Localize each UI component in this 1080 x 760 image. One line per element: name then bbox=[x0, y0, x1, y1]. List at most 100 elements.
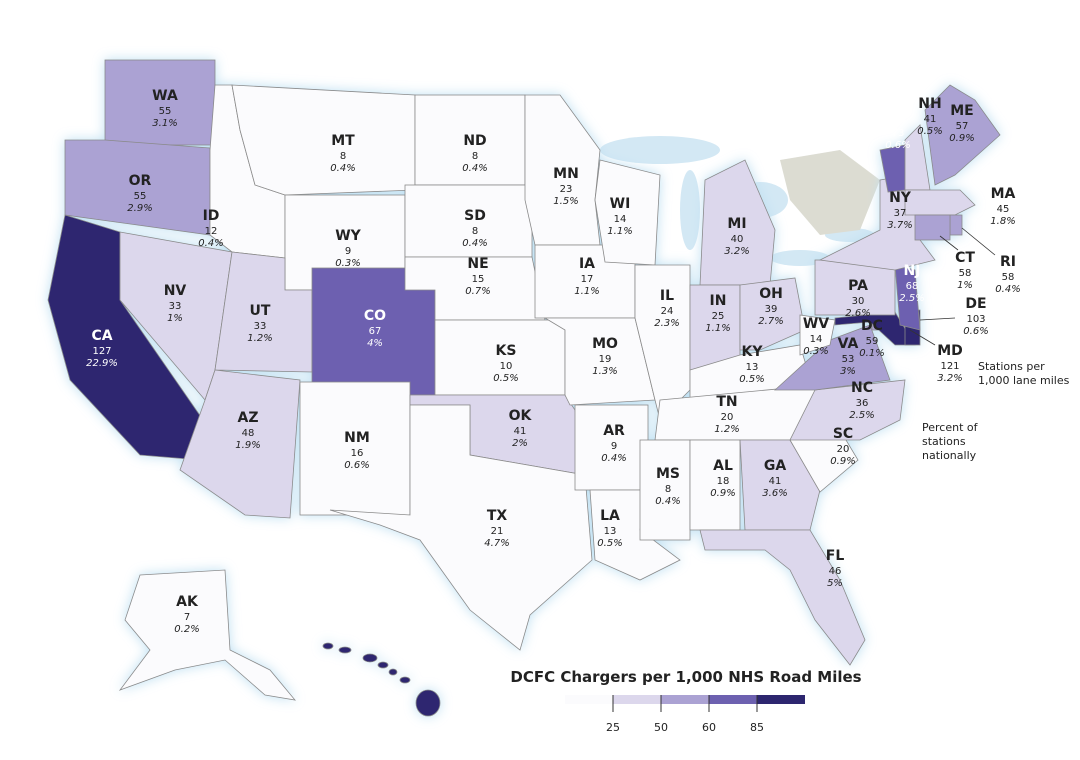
state-abbr: IA bbox=[579, 256, 595, 272]
leader-line bbox=[919, 317, 956, 321]
state-abbr: OK bbox=[509, 408, 533, 424]
state bbox=[231, 84, 416, 196]
state-abbr: VA bbox=[838, 336, 859, 352]
state-share: 1% bbox=[167, 313, 183, 324]
legend-tick-label: 85 bbox=[750, 721, 764, 734]
state bbox=[322, 642, 334, 650]
state-abbr: MS bbox=[656, 466, 680, 482]
state bbox=[699, 529, 866, 666]
state-abbr: RI bbox=[1000, 254, 1016, 270]
state-abbr: OH bbox=[759, 286, 783, 302]
state-share: 1.9% bbox=[235, 440, 260, 451]
state-value: 14 bbox=[810, 334, 823, 345]
state-share: 3.6% bbox=[762, 488, 787, 499]
state bbox=[904, 189, 976, 216]
state-value: 15 bbox=[472, 274, 485, 285]
state bbox=[914, 214, 951, 241]
state-value: 7 bbox=[184, 612, 190, 623]
state-abbr: PA bbox=[848, 278, 868, 294]
leader-line bbox=[909, 329, 936, 346]
state-value: 73 bbox=[892, 128, 905, 139]
state-value: 39 bbox=[765, 304, 778, 315]
state-value: 20 bbox=[721, 412, 734, 423]
state-value: 10 bbox=[500, 361, 513, 372]
state-value: 37 bbox=[894, 208, 907, 219]
state-share: 0.3% bbox=[803, 346, 828, 357]
state bbox=[949, 214, 963, 236]
state-value: 14 bbox=[614, 214, 627, 225]
state-share: 3.7% bbox=[887, 220, 912, 231]
state-share: 0.4% bbox=[601, 453, 626, 464]
state-share: 0.9% bbox=[830, 456, 855, 467]
state-share: 1.1% bbox=[607, 226, 632, 237]
state-value: 33 bbox=[254, 321, 267, 332]
state-value: 20 bbox=[837, 444, 850, 455]
state-abbr: CA bbox=[91, 328, 112, 344]
state bbox=[639, 439, 691, 541]
state-value: 19 bbox=[599, 354, 612, 365]
state-share: 2.3% bbox=[654, 318, 679, 329]
state-share: 2% bbox=[512, 438, 528, 449]
state-abbr: WI bbox=[610, 196, 631, 212]
state-value: 58 bbox=[1002, 272, 1015, 283]
state-abbr: LA bbox=[600, 508, 620, 524]
state bbox=[329, 404, 593, 651]
state-value: 23 bbox=[560, 184, 573, 195]
state-abbr: NY bbox=[889, 190, 912, 206]
state-abbr: AZ bbox=[238, 410, 259, 426]
state-share: 1.8% bbox=[990, 216, 1015, 227]
state-abbr: TN bbox=[716, 394, 737, 410]
state-value: 33 bbox=[169, 301, 182, 312]
state-share: 0.6% bbox=[963, 326, 988, 337]
state-abbr: MT bbox=[331, 133, 355, 149]
state-share: 4% bbox=[367, 338, 383, 349]
leader-line bbox=[961, 227, 996, 256]
state bbox=[362, 653, 378, 663]
state-abbr: AK bbox=[176, 594, 199, 610]
state-share: 0.4% bbox=[330, 163, 355, 174]
leader-line bbox=[939, 235, 959, 251]
state-abbr: AR bbox=[603, 423, 625, 439]
state-abbr: FL bbox=[826, 548, 845, 564]
state-value: 30 bbox=[852, 296, 865, 307]
state-abbr: IN bbox=[710, 293, 727, 309]
state-share: 5% bbox=[827, 578, 843, 589]
state-share: 0.5% bbox=[597, 538, 622, 549]
state-value: 45 bbox=[997, 204, 1010, 215]
state-abbr: OR bbox=[129, 173, 152, 189]
legend-swatch bbox=[709, 695, 757, 704]
legend-swatch bbox=[661, 695, 709, 704]
legend-swatch bbox=[757, 695, 805, 704]
state bbox=[594, 159, 661, 266]
state-share: 1.1% bbox=[574, 286, 599, 297]
state-share: 2.7% bbox=[758, 316, 783, 327]
state-abbr: KY bbox=[742, 344, 764, 360]
state-abbr: ND bbox=[463, 133, 486, 149]
state-share: 22.9% bbox=[86, 358, 118, 369]
state bbox=[574, 404, 649, 491]
state-value: 57 bbox=[956, 121, 969, 132]
state bbox=[415, 689, 441, 717]
state-abbr: WA bbox=[152, 88, 178, 104]
state-value: 21 bbox=[491, 526, 504, 537]
state bbox=[414, 94, 526, 186]
state-share: 2.6% bbox=[845, 308, 870, 319]
state-share: 1% bbox=[957, 280, 973, 291]
state bbox=[388, 668, 398, 676]
state-abbr: WV bbox=[803, 316, 829, 332]
state bbox=[404, 184, 533, 258]
state-abbr: NM bbox=[344, 430, 370, 446]
state bbox=[789, 379, 906, 441]
state-abbr: NJ bbox=[904, 263, 921, 279]
legend-swatch bbox=[613, 695, 661, 704]
state-abbr: IL bbox=[660, 288, 674, 304]
state-share: 0.3% bbox=[335, 258, 360, 269]
state-abbr: NH bbox=[918, 96, 941, 112]
state bbox=[814, 259, 896, 316]
state-abbr: MI bbox=[727, 216, 746, 232]
state-share: 0.4% bbox=[462, 163, 487, 174]
state-value: 41 bbox=[514, 426, 527, 437]
state-abbr: NE bbox=[467, 256, 488, 272]
state-value: 40 bbox=[731, 234, 744, 245]
